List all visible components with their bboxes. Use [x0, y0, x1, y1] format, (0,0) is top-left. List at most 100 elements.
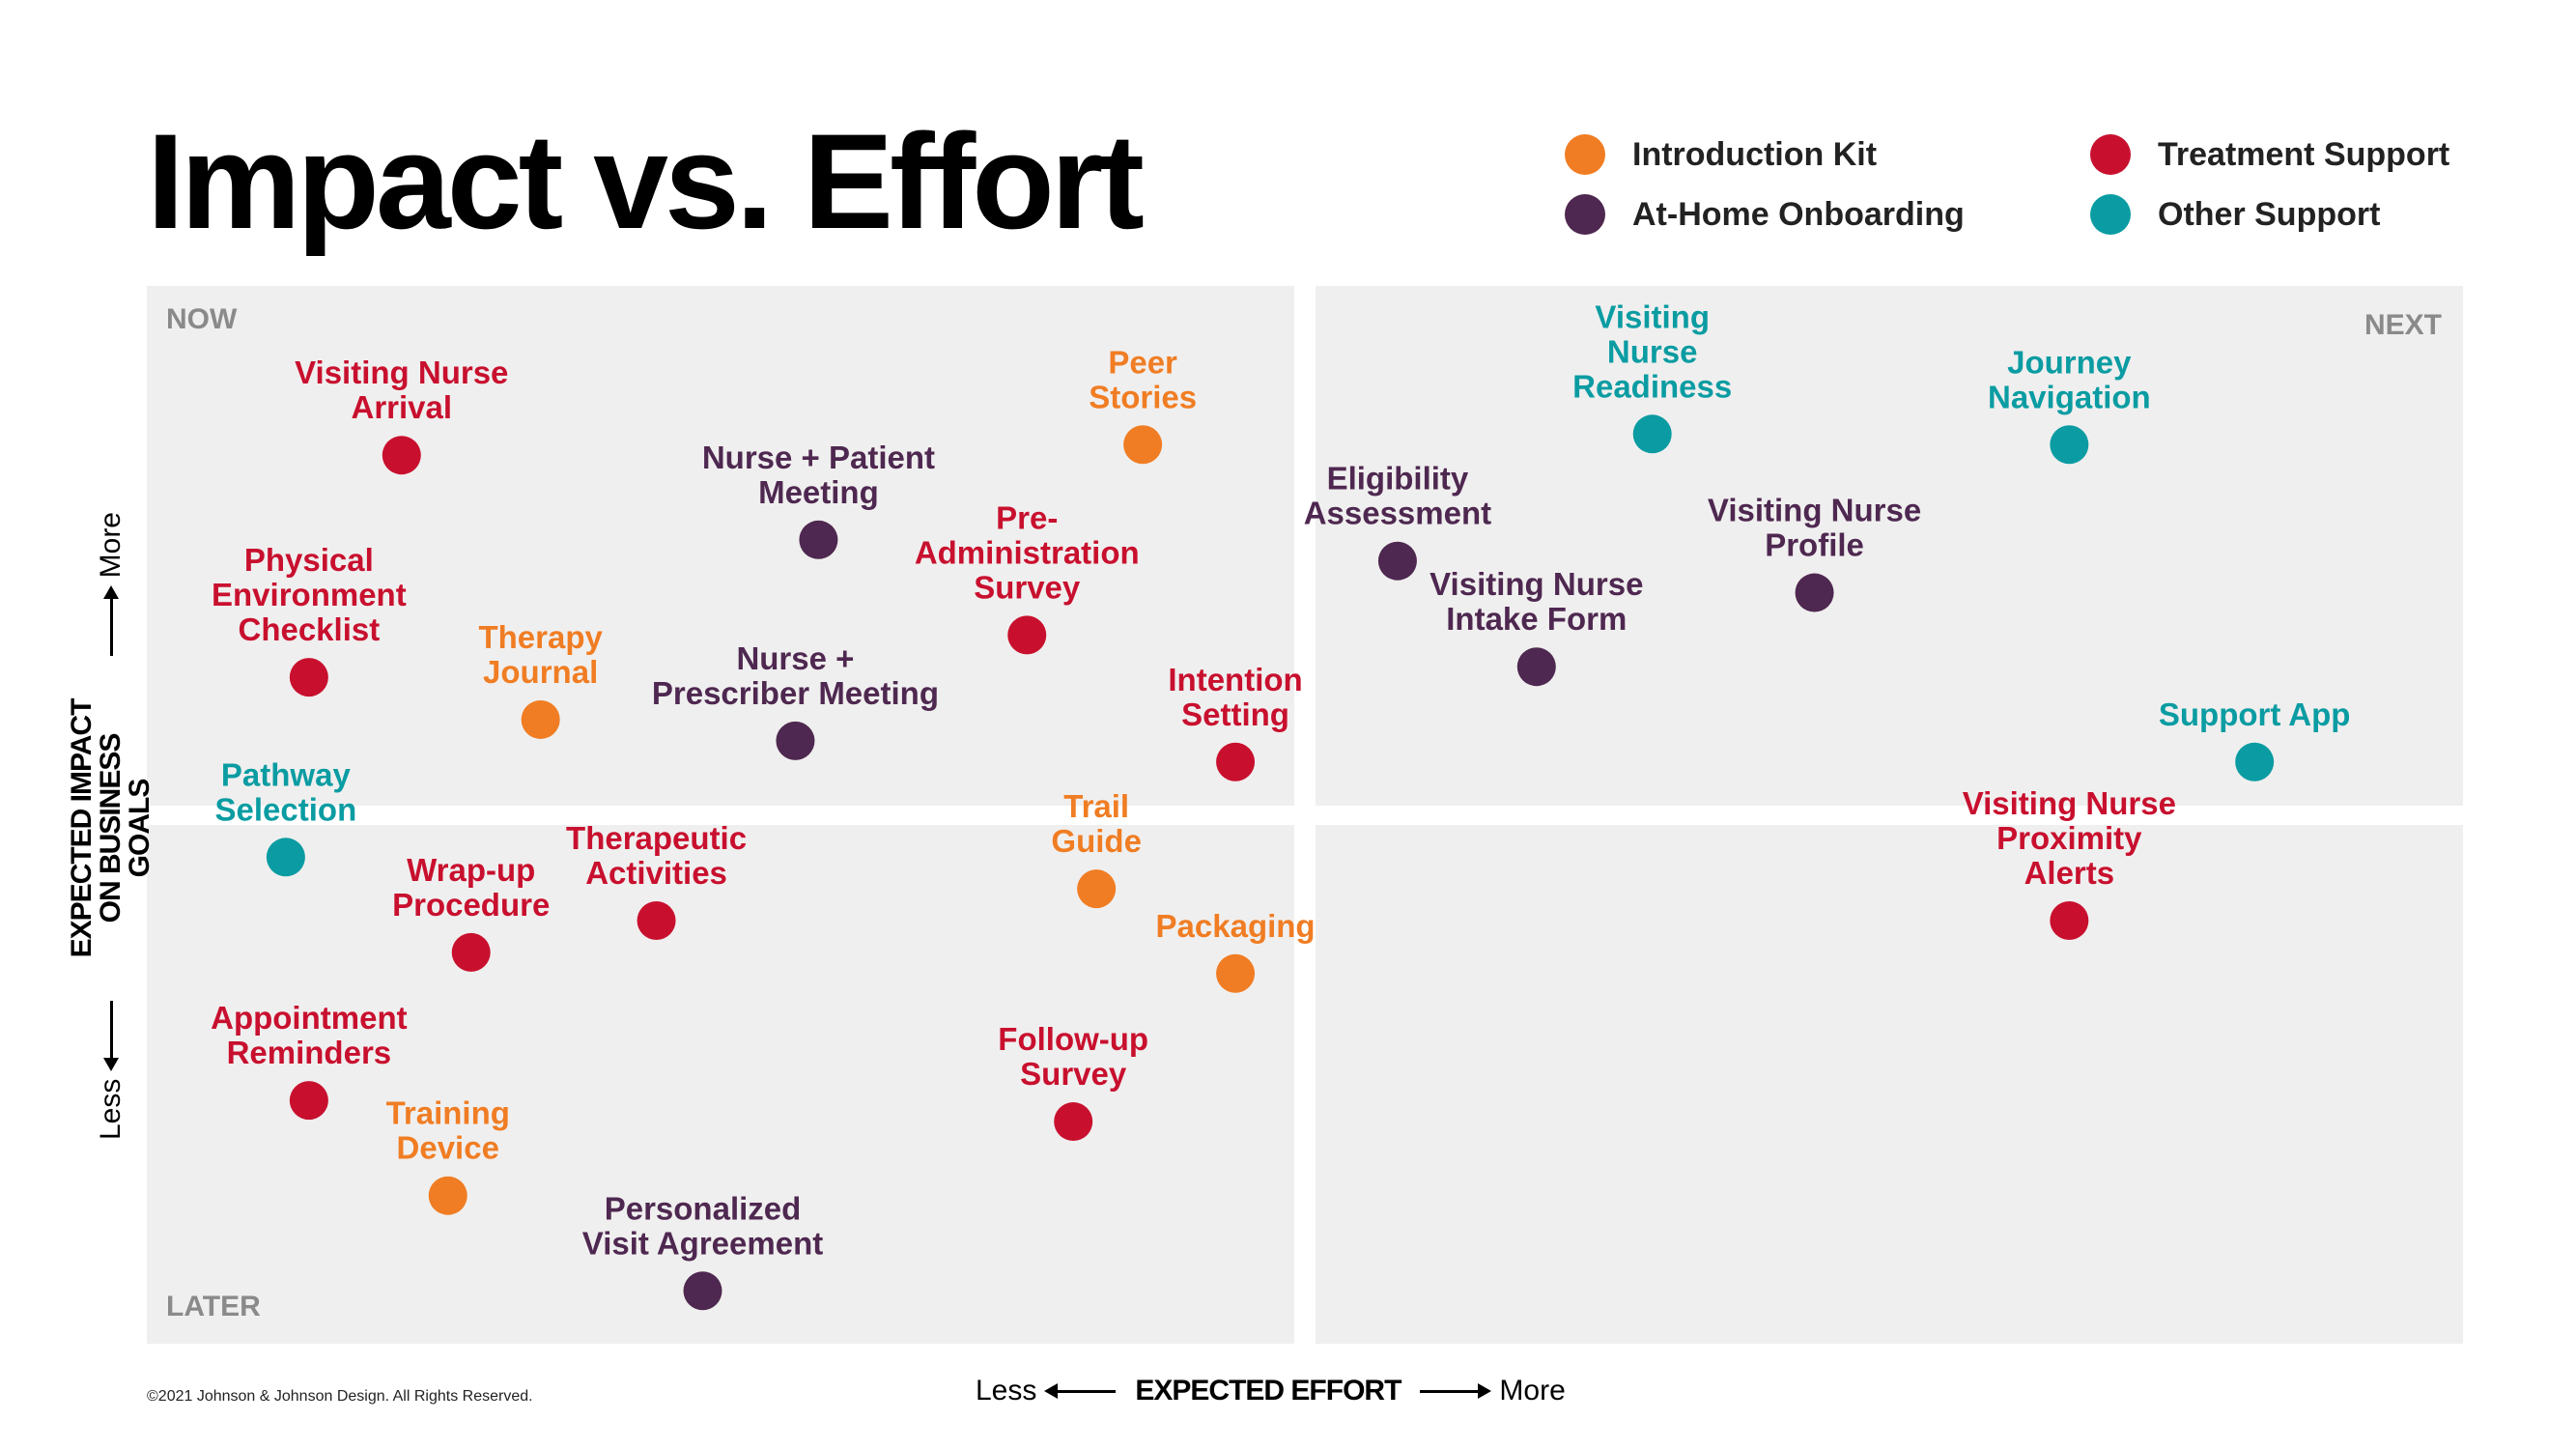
point-marker-visiting-nurse-proximity-alerts	[2050, 901, 2089, 940]
point-label-peer-stories: Peer	[1108, 344, 1177, 380]
point-marker-pre-administration-survey	[1007, 615, 1047, 655]
point-marker-follow-up-survey	[1054, 1102, 1093, 1142]
quadrant-bottom-right	[1316, 825, 2463, 1344]
point-label-physical-environment-checklist: Physical	[244, 542, 374, 578]
point-marker-wrap-up-procedure	[451, 932, 491, 972]
point-marker-intention-setting	[1216, 742, 1256, 781]
quadrant-now	[147, 286, 1294, 806]
data-point-packaging: Packaging	[1156, 908, 1316, 993]
point-label-visiting-nurse-profile: Visiting Nurse	[1708, 493, 1921, 528]
legend-item-other-support: Other Support	[2090, 190, 2380, 239]
point-label-pre-administration-survey: Administration	[915, 534, 1140, 570]
point-marker-visiting-nurse-readiness	[1632, 414, 1672, 454]
point-label-training-device: Device	[397, 1130, 499, 1166]
point-label-visiting-nurse-arrival: Visiting Nurse	[295, 355, 508, 390]
point-label-packaging: Packaging	[1156, 908, 1316, 944]
legend-swatch-introduction-kit	[1565, 134, 1605, 175]
data-point-nurse-prescriber-meeting: Nurse +Prescriber Meeting	[652, 640, 939, 760]
arrow-down-icon	[109, 1000, 113, 1067]
point-label-wrap-up-procedure: Wrap-up	[407, 852, 535, 888]
point-marker-visiting-nurse-intake-form	[1516, 647, 1556, 687]
point-label-visiting-nurse-readiness: Visiting	[1595, 298, 1710, 334]
point-marker-appointment-reminders	[289, 1081, 328, 1121]
point-label-nurse-prescriber-meeting: Nurse +	[736, 640, 854, 676]
point-label-eligibility-assessment: Assessment	[1304, 496, 1491, 531]
legend-label-treatment-support: Treatment Support	[2158, 135, 2450, 173]
point-label-physical-environment-checklist: Environment	[212, 577, 407, 612]
point-label-training-device: Training	[386, 1095, 510, 1131]
point-marker-peer-stories	[1123, 425, 1163, 465]
point-marker-packaging	[1216, 953, 1256, 993]
quadrant-later	[147, 825, 1294, 1344]
point-label-nurse-patient-meeting: Meeting	[758, 474, 879, 510]
point-label-personalized-visit-agreement: Visit Agreement	[582, 1225, 823, 1261]
point-marker-nurse-prescriber-meeting	[776, 721, 815, 760]
point-label-journey-navigation: Navigation	[1988, 379, 2151, 414]
point-label-appointment-reminders: Appointment	[211, 1000, 407, 1036]
point-marker-trail-guide	[1077, 869, 1117, 909]
point-label-visiting-nurse-profile: Profile	[1765, 527, 1864, 563]
point-marker-physical-environment-checklist	[289, 658, 328, 697]
y-axis: Less EXPECTED IMPACT ON BUSINESS GOALS M…	[39, 512, 184, 1140]
point-label-therapy-journal: Therapy	[478, 619, 603, 655]
point-label-wrap-up-procedure: Procedure	[392, 887, 550, 923]
arrow-up-icon	[109, 589, 113, 657]
point-marker-eligibility-assessment	[1377, 541, 1417, 581]
point-label-nurse-prescriber-meeting: Prescriber Meeting	[652, 675, 939, 711]
point-label-peer-stories: Stories	[1089, 379, 1197, 414]
point-label-eligibility-assessment: Eligibility	[1327, 461, 1469, 497]
point-marker-therapy-journal	[521, 699, 560, 739]
point-label-personalized-visit-agreement: Personalized	[605, 1190, 802, 1226]
point-marker-pathway-selection	[266, 838, 305, 877]
legend-label-other-support: Other Support	[2158, 195, 2381, 233]
point-marker-nurse-patient-meeting	[799, 520, 838, 559]
point-marker-personalized-visit-agreement	[683, 1271, 722, 1311]
point-label-pre-administration-survey: Survey	[974, 569, 1081, 605]
point-marker-training-device	[428, 1176, 467, 1215]
arrow-left-icon	[1044, 1382, 1117, 1399]
point-label-visiting-nurse-readiness: Nurse	[1607, 333, 1698, 369]
legend-swatch-other-support	[2090, 194, 2131, 235]
point-label-therapeutic-activities: Therapeutic	[566, 820, 747, 856]
legend-swatch-treatment-support	[2090, 134, 2131, 175]
point-label-journey-navigation: Journey	[2007, 344, 2132, 380]
quadrant-next	[1316, 286, 2463, 806]
point-label-follow-up-survey: Follow-up	[998, 1021, 1148, 1057]
point-label-visiting-nurse-readiness: Readiness	[1572, 368, 1732, 404]
point-marker-visiting-nurse-profile	[1795, 573, 1834, 612]
legend-label-at-home-onboarding: At-Home Onboarding	[1632, 195, 1965, 233]
y-axis-title: EXPECTED IMPACT ON BUSINESS GOALS	[66, 681, 156, 976]
point-label-visiting-nurse-proximity-alerts: Proximity	[1996, 820, 2142, 856]
point-marker-therapeutic-activities	[637, 901, 676, 940]
point-label-support-app: Support App	[2159, 696, 2351, 732]
point-label-intention-setting: Setting	[1181, 696, 1289, 732]
x-axis-more-label: More	[1499, 1375, 1566, 1406]
y-axis-more-label: More	[95, 512, 127, 579]
y-axis-less-label: Less	[95, 1078, 127, 1140]
y-axis-title-line2: ON BUSINESS GOALS	[95, 733, 156, 923]
quadrant-label-next: NEXT	[2364, 309, 2443, 341]
point-label-trail-guide: Trail	[1063, 788, 1129, 824]
legend-item-at-home-onboarding: At-Home Onboarding	[1565, 190, 1965, 239]
point-label-therapy-journal: Journal	[483, 654, 598, 690]
quadrant-label-later: LATER	[166, 1291, 261, 1322]
point-label-visiting-nurse-intake-form: Visiting Nurse	[1430, 566, 1643, 602]
legend-swatch-at-home-onboarding	[1565, 194, 1605, 235]
quadrant-label-now: NOW	[166, 303, 238, 335]
x-axis-less-label: Less	[976, 1375, 1037, 1406]
point-label-visiting-nurse-arrival: Arrival	[351, 389, 452, 425]
